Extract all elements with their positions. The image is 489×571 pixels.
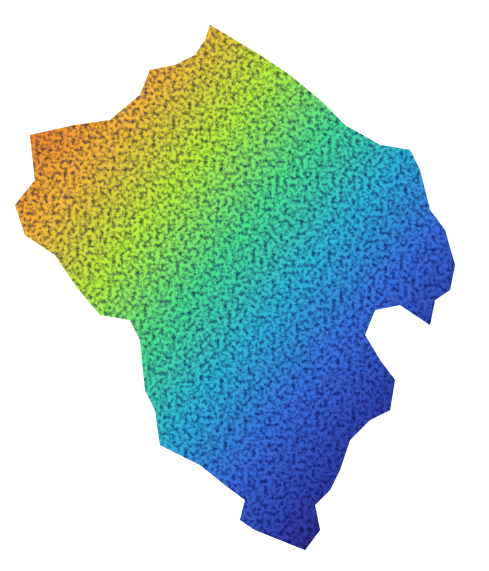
map (15, 25, 455, 550)
elevation-raster (15, 25, 455, 550)
terrain-texture (15, 25, 455, 550)
page (15, 25, 455, 550)
